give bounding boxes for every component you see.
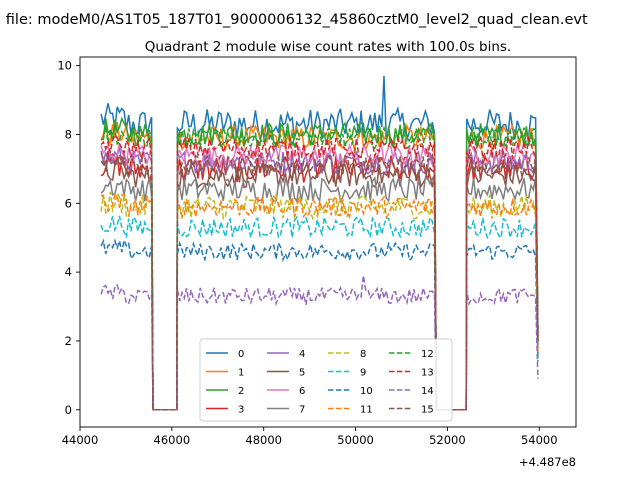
axes-frame (79, 56, 577, 428)
x-tick-label: 52000 (429, 433, 466, 447)
x-tick-label: 54000 (521, 433, 558, 447)
y-tick-label: 2 (65, 334, 72, 348)
y-tick-label: 6 (65, 196, 72, 210)
x-offset-text: +4.487e8 (519, 455, 576, 469)
legend-label-4: 4 (299, 349, 305, 360)
x-tick-label: 48000 (245, 433, 282, 447)
y-tick-label: 4 (65, 265, 72, 279)
legend-label-9: 9 (360, 368, 366, 379)
series-line-2 (100, 116, 539, 411)
legend-label-1: 1 (238, 368, 244, 379)
axes-title: Quadrant 2 module wise count rates with … (145, 39, 511, 55)
x-tick-label: 50000 (337, 433, 374, 447)
series-line-9 (100, 214, 539, 411)
series-line-10 (100, 237, 539, 411)
legend-label-7: 7 (299, 405, 305, 416)
legend-box (199, 338, 453, 422)
legend-label-6: 6 (299, 386, 305, 397)
legend-label-3: 3 (238, 405, 244, 416)
legend-label-11: 11 (360, 405, 373, 416)
x-axis: 44000 46000 48000 50000 52000 54000 (62, 427, 558, 447)
series-line-7 (100, 175, 539, 411)
legend-label-15: 15 (421, 405, 434, 416)
legend-label-13: 13 (421, 368, 434, 379)
series-line-15 (100, 151, 539, 411)
series-line-0 (100, 75, 539, 411)
plot-area (79, 56, 577, 428)
series-line-4 (100, 146, 539, 411)
x-tick-label: 44000 (62, 433, 99, 447)
x-tick-label: 46000 (154, 433, 191, 447)
series-line-6 (100, 142, 539, 411)
legend-label-12: 12 (421, 349, 434, 360)
legend-label-10: 10 (360, 386, 373, 397)
legend-label-14: 14 (421, 386, 434, 397)
legend-label-2: 2 (238, 386, 244, 397)
series-line-13 (100, 133, 539, 411)
y-tick-label: 8 (65, 127, 72, 141)
legend-label-0: 0 (238, 349, 244, 360)
series-line-5 (100, 159, 539, 411)
y-tick-label: 10 (57, 59, 72, 73)
legend-label-8: 8 (360, 349, 366, 360)
series-line-11 (100, 193, 539, 411)
series-line-12 (101, 124, 539, 411)
series-line-14 (100, 275, 539, 411)
y-tick-label: 0 (65, 403, 72, 417)
figure-suptitle: n file: modeM0/AS1T05_187T01_9000006132_… (0, 12, 588, 28)
y-axis: 0 2 4 6 8 10 (57, 59, 80, 417)
legend-label-5: 5 (299, 368, 305, 379)
